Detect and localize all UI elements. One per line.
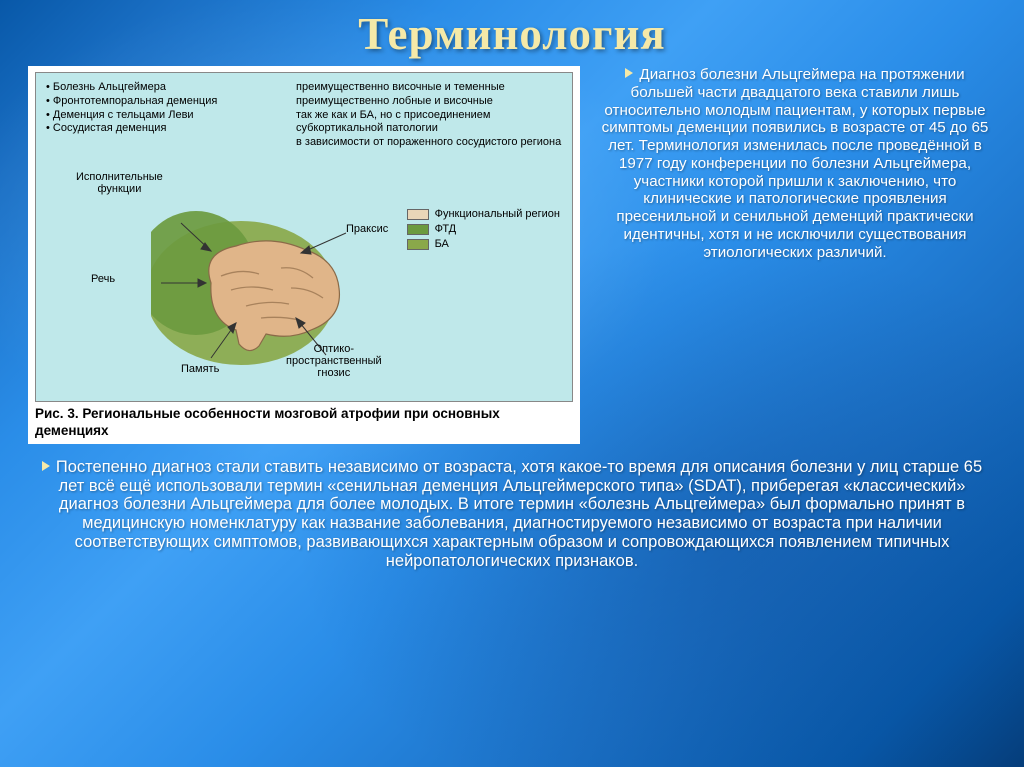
list-item: преимущественно височные и теменные	[296, 81, 561, 95]
label-praxis: Праксис	[346, 223, 388, 235]
list-item: преимущественно лобные и височные	[296, 95, 561, 109]
top-row: • Болезнь Альцгеймера • Фронтотемпоральн…	[28, 66, 996, 444]
legend-label: Функциональный регион	[435, 208, 560, 220]
paragraph-text: Диагноз болезни Альцгеймера на протяжени…	[602, 66, 989, 261]
disease-list: • Болезнь Альцгеймера • Фронтотемпоральн…	[46, 81, 217, 136]
legend-label: ФТД	[435, 223, 457, 235]
list-item: • Фронтотемпоральная деменция	[46, 95, 217, 109]
legend-item: ФТД	[407, 223, 560, 235]
label-memory: Память	[181, 363, 219, 375]
legend-swatch-icon	[407, 209, 429, 220]
legend-label: БА	[435, 238, 449, 250]
list-item: в зависимости от пораженного сосудистого…	[296, 136, 561, 150]
legend-swatch-icon	[407, 224, 429, 235]
list-item: • Болезнь Альцгеймера	[46, 81, 217, 95]
region-list: преимущественно височные и теменные преи…	[296, 81, 561, 150]
label-exec: Исполнительныефункции	[76, 171, 163, 195]
bullet-icon	[625, 68, 633, 78]
figure-caption: Рис. 3. Региональные особенности мозгово…	[35, 406, 573, 440]
bottom-paragraph: Постепенно диагноз стали ставить независ…	[28, 458, 996, 571]
legend-item: Функциональный регион	[407, 208, 560, 220]
legend: Функциональный регион ФТД БА	[407, 208, 560, 253]
list-item: • Сосудистая деменция	[46, 122, 217, 136]
list-item: так же как и БА, но с присоединением	[296, 109, 561, 123]
legend-swatch-icon	[407, 239, 429, 250]
legend-item: БА	[407, 238, 560, 250]
list-item: • Деменция с тельцами Леви	[46, 109, 217, 123]
diagram-container: • Болезнь Альцгеймера • Фронтотемпоральн…	[28, 66, 580, 444]
brain-diagram: • Болезнь Альцгеймера • Фронтотемпоральн…	[35, 72, 573, 402]
slide-title: Терминология	[28, 8, 996, 60]
paragraph-text: Постепенно диагноз стали ставить независ…	[56, 458, 982, 570]
label-optic: Оптико-пространственныйгнозис	[286, 343, 382, 379]
label-speech: Речь	[91, 273, 115, 285]
right-paragraph: Диагноз болезни Альцгеймера на протяжени…	[594, 66, 996, 444]
list-item: субкортикальной патологии	[296, 122, 561, 136]
bullet-icon	[42, 461, 50, 471]
